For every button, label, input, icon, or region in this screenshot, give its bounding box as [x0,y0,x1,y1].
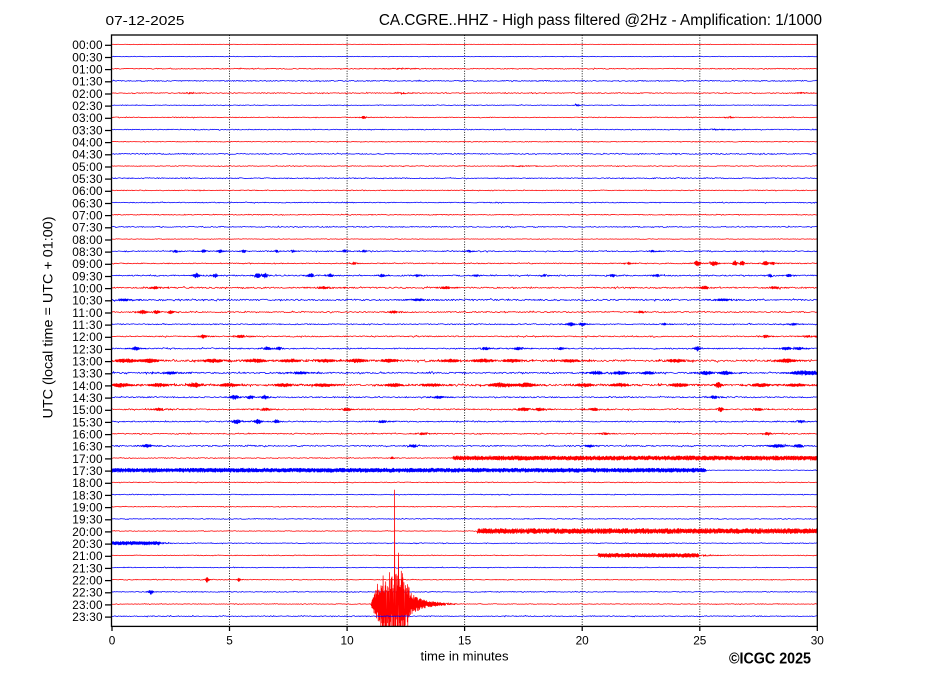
svg-text:05:00: 05:00 [72,160,103,174]
svg-text:23:00: 23:00 [72,598,103,612]
svg-text:CA.CGRE..HHZ - High pass filte: CA.CGRE..HHZ - High pass filtered @2Hz -… [379,12,822,29]
svg-text:13:30: 13:30 [72,367,103,381]
svg-text:UTC (local time = UTC + 01:00): UTC (local time = UTC + 01:00) [40,217,56,419]
svg-text:09:30: 09:30 [72,269,103,283]
svg-text:03:30: 03:30 [72,123,103,137]
svg-text:00:30: 00:30 [72,50,103,64]
svg-text:20:30: 20:30 [72,537,103,551]
svg-text:01:00: 01:00 [72,63,103,77]
svg-text:01:30: 01:30 [72,75,103,89]
svg-text:07:00: 07:00 [72,209,103,223]
svg-text:18:30: 18:30 [72,488,103,502]
svg-text:16:30: 16:30 [72,440,103,454]
svg-text:5: 5 [226,633,233,647]
svg-text:08:30: 08:30 [72,245,103,259]
svg-text:15: 15 [458,633,472,647]
svg-text:30: 30 [811,633,825,647]
svg-text:22:00: 22:00 [72,574,103,588]
svg-text:17:30: 17:30 [72,464,103,478]
svg-text:00:00: 00:00 [72,38,103,52]
svg-text:10: 10 [341,633,355,647]
svg-text:15:30: 15:30 [72,415,103,429]
svg-text:19:30: 19:30 [72,513,103,527]
svg-text:23:30: 23:30 [72,610,103,624]
svg-text:11:30: 11:30 [72,318,103,332]
svg-text:13:00: 13:00 [72,355,103,369]
svg-text:0: 0 [109,633,116,647]
svg-text:15:00: 15:00 [72,403,103,417]
svg-text:12:00: 12:00 [72,330,103,344]
svg-text:02:30: 02:30 [72,99,103,113]
svg-text:04:30: 04:30 [72,148,103,162]
svg-text:05:30: 05:30 [72,172,103,186]
svg-text:14:30: 14:30 [72,391,103,405]
svg-text:09:00: 09:00 [72,257,103,271]
svg-text:10:30: 10:30 [72,294,103,308]
svg-text:time in minutes: time in minutes [421,649,509,664]
svg-text:20: 20 [576,633,590,647]
svg-text:18:00: 18:00 [72,476,103,490]
svg-text:25: 25 [693,633,707,647]
svg-text:06:00: 06:00 [72,184,103,198]
svg-text:21:00: 21:00 [72,549,103,563]
svg-text:©ICGC 2025: ©ICGC 2025 [729,651,811,668]
svg-text:12:30: 12:30 [72,342,103,356]
svg-text:03:00: 03:00 [72,111,103,125]
svg-text:14:00: 14:00 [72,379,103,393]
svg-text:19:00: 19:00 [72,501,103,515]
svg-text:17:00: 17:00 [72,452,103,466]
svg-text:11:00: 11:00 [72,306,103,320]
svg-text:22:30: 22:30 [72,586,103,600]
svg-text:02:00: 02:00 [72,87,103,101]
svg-text:16:00: 16:00 [72,428,103,442]
svg-text:06:30: 06:30 [72,196,103,210]
svg-text:07:30: 07:30 [72,221,103,235]
svg-text:07-12-2025: 07-12-2025 [106,13,185,28]
svg-text:21:30: 21:30 [72,561,103,575]
svg-text:08:00: 08:00 [72,233,103,247]
svg-text:04:00: 04:00 [72,136,103,150]
svg-text:10:00: 10:00 [72,282,103,296]
svg-text:20:00: 20:00 [72,525,103,539]
